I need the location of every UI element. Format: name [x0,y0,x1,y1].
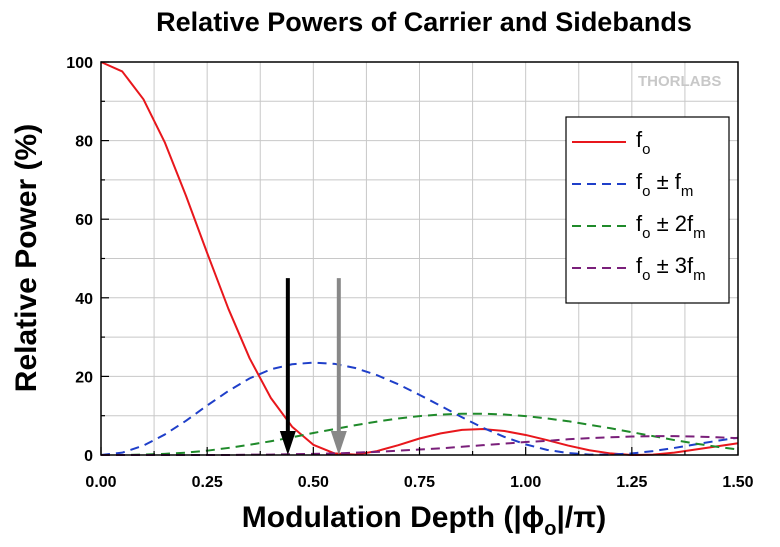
y-tick-label: 100 [66,55,93,72]
y-tick-label: 20 [75,369,93,386]
legend-label-3: fo ± 2fm [636,211,706,242]
x-tick-label: 0.25 [192,474,223,491]
legend-box [565,116,730,304]
x-axis-title-sub: o [544,518,556,540]
arrow-head-2 [330,431,347,455]
y-tick-label: 40 [75,291,93,308]
arrow-head-1 [279,431,296,455]
x-tick-label: 0.75 [404,474,435,491]
legend-label-4: fo ± 3fm [636,253,706,284]
x-tick-label: 1.25 [616,474,647,491]
chart-title: Relative Powers of Carrier and Sidebands [156,7,692,37]
legend-label-2: fo ± fm [636,169,693,200]
x-tick-label: 1.00 [510,474,541,491]
y-axis-title: Relative Power (%) [10,124,43,392]
y-tick-label: 60 [75,212,93,229]
x-axis-title-main: Modulation Depth (|ϕ [242,501,545,534]
tick-layer: 0.00 0.25 0.50 0.75 1.00 1.25 1.50 0 20 40 60 80 100 [66,55,753,491]
y-tick-label: 80 [75,134,93,151]
x-tick-label: 0.00 [85,474,116,491]
x-tick-label: 0.50 [298,474,329,491]
x-axis-title-rest: |/π) [557,501,607,534]
y-tick-label: 0 [84,448,93,465]
arrow-layer [279,278,347,455]
legend-label-1: fo [636,127,650,158]
x-tick-label: 1.50 [722,474,753,491]
thorlabs-logo: THORLABS [638,73,721,90]
legend: fo fo ± fm fo ± 2fm fo ± 3fm [565,116,730,304]
x-axis-title: Modulation Depth (|ϕo|/π) [242,501,606,540]
